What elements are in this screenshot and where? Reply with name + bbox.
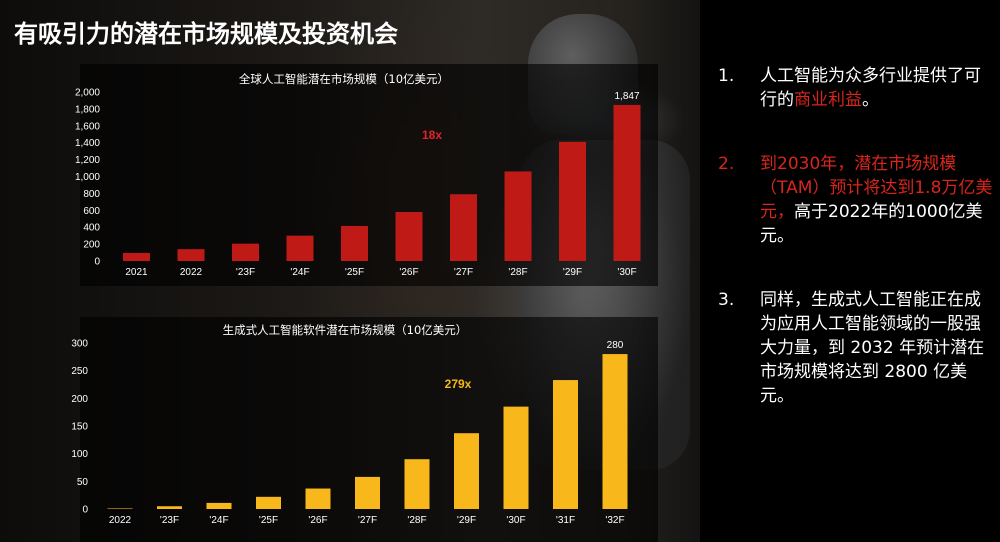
x-tick-label: '28F [407, 515, 426, 526]
growth-multiple-annotation: 18x [422, 128, 442, 142]
point-number: 2. [718, 154, 735, 174]
bar [404, 459, 430, 509]
y-tick-label: 250 [71, 366, 88, 377]
y-tick-label: 1,400 [75, 138, 100, 149]
bar [286, 235, 314, 261]
bar [503, 406, 529, 509]
point-text: 高于2022年的1000亿美元。 [760, 202, 983, 246]
x-tick-label: '29F [457, 515, 476, 526]
x-tick-label: '26F [308, 515, 327, 526]
y-tick-label: 300 [71, 339, 88, 350]
x-tick-label: '27F [454, 267, 473, 278]
bar [107, 508, 133, 509]
x-tick-label: '30F [506, 515, 525, 526]
x-tick-label: '25F [345, 267, 364, 278]
x-tick-label: '26F [399, 267, 418, 278]
point-number: 3. [718, 290, 735, 310]
bar [559, 141, 586, 261]
bar [454, 433, 479, 509]
x-tick-label: '23F [160, 515, 179, 526]
bar [613, 104, 641, 261]
y-tick-label: 600 [83, 206, 100, 217]
bar [177, 249, 205, 261]
chart-title: 全球人工智能潜在市场规模（10亿美元） [239, 72, 449, 86]
bar [206, 502, 232, 509]
page-title: 有吸引力的潜在市场规模及投资机会 [14, 20, 398, 48]
point-3: 3. 同样，生成式人工智能正在成为应用人工智能领域的一股强大力量，到 2032 … [718, 288, 993, 408]
point-text: 同样，生成式人工智能正在成为应用人工智能领域的一股强大力量，到 2032 年预计… [760, 290, 985, 406]
bar [602, 354, 628, 509]
bar [305, 488, 331, 509]
x-tick-label: '23F [236, 267, 255, 278]
y-tick-label: 0 [82, 505, 88, 516]
chart-title: 生成式人工智能软件潜在市场规模（10亿美元） [223, 323, 468, 337]
point-1: 1. 人工智能为众多行业提供了可行的商业利益。 [718, 64, 993, 112]
point-highlight: 商业利益 [794, 90, 862, 110]
x-tick-label: '24F [209, 515, 228, 526]
y-tick-label: 1,800 [75, 104, 100, 115]
x-tick-label: 2022 [180, 267, 203, 278]
x-tick-label: '25F [259, 515, 278, 526]
y-tick-label: 2,000 [75, 88, 100, 99]
x-tick-label: 2022 [109, 515, 132, 526]
x-tick-label: '27F [358, 515, 377, 526]
x-tick-label: '29F [563, 267, 582, 278]
bar [504, 171, 532, 261]
x-tick-label: '31F [556, 515, 575, 526]
point-number: 1. [718, 66, 735, 86]
point-highlight: 到2030年，潜在市场规模（TAM）预计将达到1.8万亿美元， [760, 154, 993, 222]
x-tick-label: '28F [508, 267, 527, 278]
right-panel [700, 0, 1000, 542]
y-tick-label: 1,600 [75, 121, 100, 132]
bar [341, 225, 368, 261]
bar [157, 506, 182, 509]
y-tick-label: 200 [83, 240, 100, 251]
x-tick-label: '30F [617, 267, 636, 278]
y-tick-label: 0 [94, 257, 100, 268]
data-label: 1,847 [614, 91, 639, 102]
data-label: 280 [607, 340, 624, 351]
x-tick-label: '24F [290, 267, 309, 278]
bar [355, 476, 380, 509]
x-tick-label: 2021 [125, 267, 148, 278]
bar [395, 211, 423, 261]
y-tick-label: 1,200 [75, 155, 100, 166]
key-points-list: 1. 人工智能为众多行业提供了可行的商业利益。 2. 到2030年，潜在市场规模… [718, 64, 993, 408]
y-tick-label: 200 [71, 394, 88, 405]
y-tick-label: 100 [71, 449, 88, 460]
x-tick-label: '32F [605, 515, 624, 526]
bar [553, 380, 578, 509]
bar [450, 194, 477, 261]
y-tick-label: 50 [77, 477, 89, 488]
point-text-end: 。 [862, 90, 879, 110]
growth-multiple-annotation: 279x [445, 377, 472, 391]
y-tick-label: 1,000 [75, 172, 100, 183]
y-tick-label: 400 [83, 223, 100, 234]
y-tick-label: 800 [83, 189, 100, 200]
bar [232, 243, 259, 261]
y-tick-label: 150 [71, 422, 88, 433]
point-text: 人工智能为众多行业提供了可行的 [760, 66, 981, 110]
point-2: 2. 到2030年，潜在市场规模（TAM）预计将达到1.8万亿美元，高于2022… [718, 152, 993, 248]
bar [256, 496, 281, 509]
bar [123, 252, 150, 261]
